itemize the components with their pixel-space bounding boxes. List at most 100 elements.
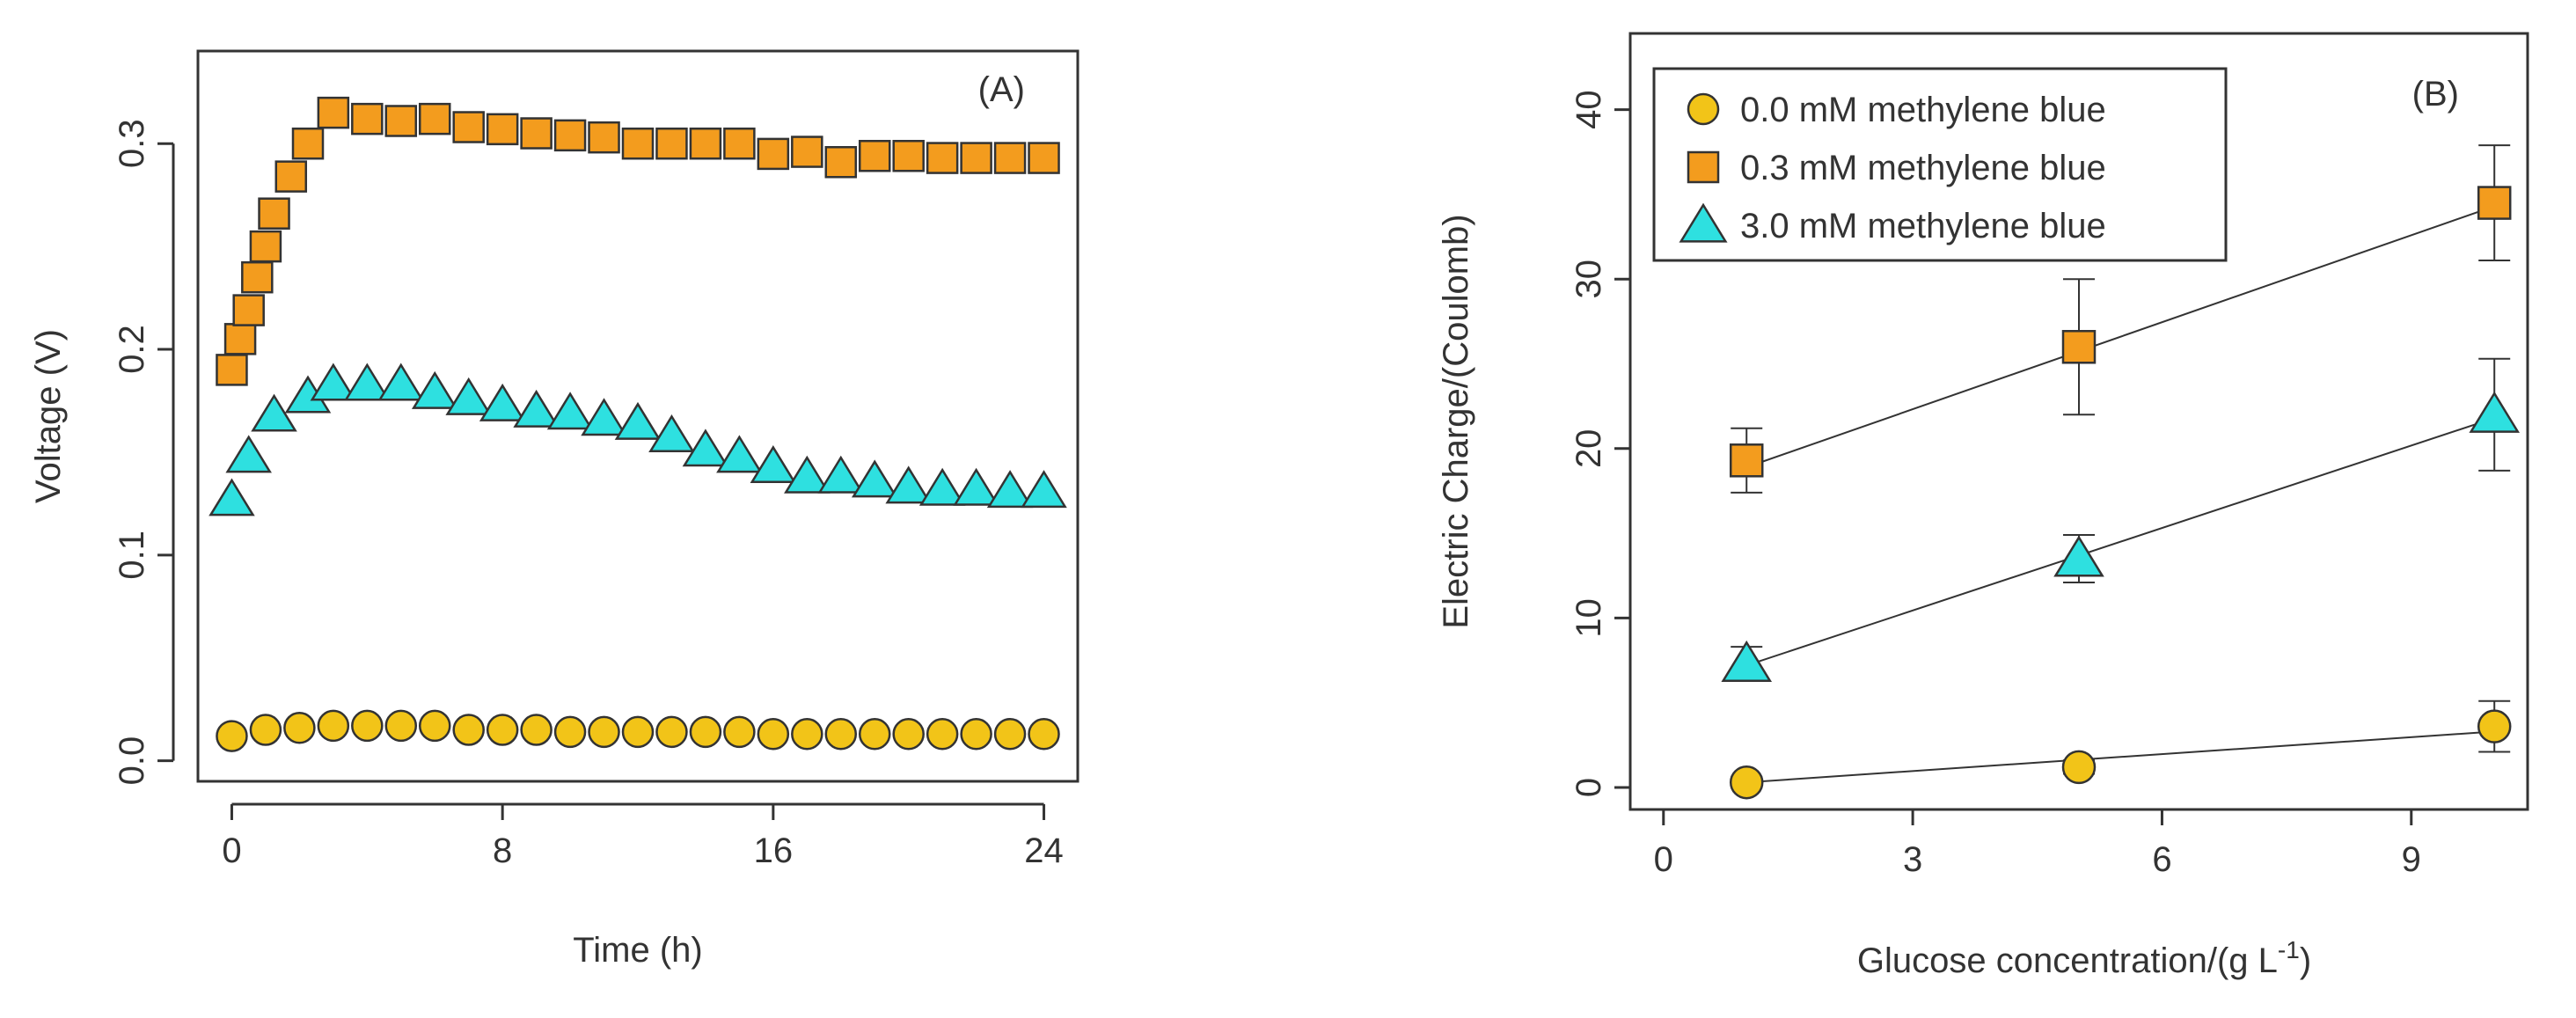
data-point-circle — [993, 717, 1027, 751]
data-point-circle — [486, 714, 519, 746]
data-point-triangle — [614, 401, 662, 440]
data-point-square — [588, 121, 620, 154]
legend-label: 0.0 mM methylene blue — [1740, 91, 2106, 129]
data-point-circle — [621, 715, 655, 749]
data-point-triangle — [682, 428, 729, 467]
data-point-circle — [452, 714, 485, 746]
data-point-triangle — [817, 455, 865, 494]
data-point-circle — [317, 709, 350, 743]
legend-marker-square — [1687, 150, 1720, 184]
legend-box — [1652, 67, 2228, 262]
data-point-square — [553, 119, 587, 152]
y-tick-label: 0 — [1570, 778, 1608, 797]
panel-b-y-axis-title: Electric Charge/(Coulomb) — [1437, 214, 1475, 628]
y-tick-label: 0.3 — [113, 119, 151, 168]
series-square — [1729, 186, 2512, 478]
panel-b-plot-frame — [1628, 32, 2529, 811]
panel-b-legend: 0.0 mM methylene blue 0.3 mM methylene bl… — [1652, 67, 2228, 262]
data-point-circle — [216, 720, 248, 752]
series-circle — [216, 709, 1060, 752]
x-tick-label: 0 — [222, 831, 241, 870]
data-point-square — [892, 139, 925, 172]
data-point-triangle — [411, 370, 458, 409]
data-point-square — [223, 323, 257, 355]
data-point-triangle — [851, 459, 898, 498]
legend-label: 3.0 mM methylene blue — [1740, 207, 2106, 245]
data-point-square — [520, 117, 553, 150]
data-point-triangle — [310, 363, 357, 401]
series-square — [216, 96, 1060, 386]
data-point-square — [291, 127, 325, 160]
panel-a-x-axis-title: Time (h) — [573, 931, 702, 970]
series-triangle — [1721, 391, 2521, 682]
y-tick-label: 40 — [1570, 90, 1608, 129]
data-point-triangle — [445, 377, 492, 415]
x-tick-label: 8 — [493, 831, 512, 870]
data-point-circle — [1028, 717, 1060, 751]
data-point-triangle — [885, 465, 932, 504]
data-point-square — [2477, 186, 2512, 220]
panel-a-y-axis: 0.0 0.1 0.2 0.3 — [113, 119, 175, 786]
data-point-square — [1729, 443, 1764, 478]
legend-item: 3.0 mM methylene blue — [1679, 202, 2106, 245]
x-axis-title-superscript: -1 — [2278, 936, 2300, 963]
data-point-square — [960, 142, 992, 174]
panel-b-x-axis: 0 3 6 9 — [1654, 809, 2421, 879]
data-point-triangle — [918, 467, 966, 506]
series-triangle — [209, 363, 1067, 516]
data-point-square — [216, 354, 248, 386]
data-point-circle — [2061, 750, 2097, 785]
legend-marker-triangle — [1679, 202, 1728, 243]
y-tick-label: 20 — [1570, 429, 1608, 469]
panel-a-data-points — [209, 96, 1067, 752]
fit-line-circle — [1746, 730, 2495, 784]
data-point-circle — [723, 715, 756, 749]
x-tick-label: 24 — [1024, 831, 1064, 870]
data-point-circle — [520, 714, 553, 746]
y-tick-label: 10 — [1570, 598, 1608, 638]
data-point-circle — [351, 709, 384, 743]
data-point-circle — [858, 717, 891, 751]
y-tick-label: 0.0 — [113, 736, 151, 786]
data-point-triangle — [648, 414, 695, 452]
data-point-triangle — [986, 470, 1034, 509]
data-point-square — [2061, 330, 2097, 364]
data-point-square — [723, 127, 756, 160]
data-point-triangle — [2469, 391, 2521, 433]
panel-b-x-axis-title: Glucose concentration/(g L-1) — [1857, 936, 2311, 980]
data-point-square — [351, 102, 384, 135]
y-tick-label: 0.1 — [113, 531, 151, 580]
data-point-circle — [283, 711, 316, 744]
data-point-square — [655, 127, 688, 160]
panel-b-y-axis: 0 10 20 30 40 — [1570, 90, 1630, 797]
data-point-circle — [1729, 765, 1764, 800]
y-tick-label: 0.2 — [113, 325, 151, 374]
data-point-triangle — [581, 398, 627, 436]
data-point-circle — [384, 709, 418, 743]
fit-line-triangle — [1745, 417, 2495, 667]
data-point-square — [926, 142, 959, 174]
data-point-square — [249, 230, 282, 263]
data-point-triangle — [1721, 640, 1773, 682]
data-point-triangle — [479, 383, 526, 421]
data-point-triangle — [377, 363, 425, 401]
data-point-triangle — [1021, 470, 1067, 509]
data-point-circle — [588, 715, 620, 749]
panel-b-fit-lines — [1745, 205, 2495, 784]
legend-item: 0.3 mM methylene blue — [1687, 149, 2106, 187]
x-axis-title-main: Glucose concentration/(g L — [1857, 941, 2278, 980]
data-point-square — [824, 146, 858, 179]
data-point-square — [1028, 142, 1060, 174]
data-point-triangle — [716, 435, 763, 473]
data-point-triangle — [750, 445, 797, 484]
legend-item: 0.0 mM methylene blue — [1687, 91, 2106, 129]
x-tick-label: 0 — [1654, 840, 1673, 879]
x-tick-label: 3 — [1903, 840, 1922, 879]
data-point-circle — [689, 715, 722, 749]
x-tick-label: 9 — [2402, 840, 2421, 879]
data-point-triangle — [784, 455, 831, 494]
data-point-square — [791, 135, 823, 168]
data-point-circle — [791, 717, 823, 751]
data-point-circle — [2477, 709, 2512, 743]
